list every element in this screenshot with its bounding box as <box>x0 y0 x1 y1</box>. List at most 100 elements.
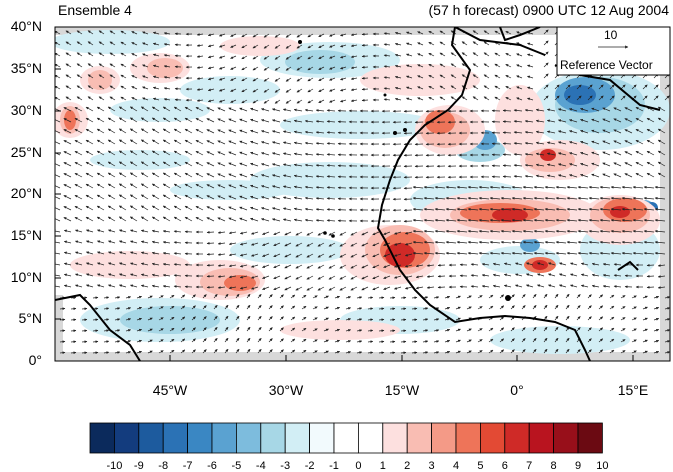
wind-vector <box>71 342 76 343</box>
lat-label: 30°N <box>0 102 42 118</box>
lon-label: 15°E <box>603 382 663 398</box>
wind-vector <box>401 320 406 321</box>
wind-vector <box>362 89 368 90</box>
wind-vector <box>362 34 368 35</box>
colorbar-swatch <box>432 423 456 453</box>
colorbar-label: -4 <box>249 460 273 472</box>
colorbar-label: -5 <box>224 460 248 472</box>
colorbar-swatch <box>139 423 163 453</box>
lon-label: 45°W <box>140 382 200 398</box>
plot-title-left: Ensemble 4 <box>58 2 132 18</box>
colorbar-swatch <box>114 423 138 453</box>
lon-label: 0° <box>487 382 547 398</box>
wind-vector <box>71 331 76 332</box>
lat-label: 25°N <box>0 144 42 160</box>
colorbar-label: -2 <box>298 460 322 472</box>
colorbar-label: -3 <box>273 460 297 472</box>
colorbar-swatch <box>456 423 480 453</box>
lat-label: 40°N <box>0 18 42 34</box>
colorbar-label: 3 <box>420 460 444 472</box>
colorbar-swatch <box>505 423 529 453</box>
lon-label: 15°W <box>372 382 432 398</box>
wind-vector <box>207 265 214 266</box>
wind-vector <box>401 342 406 343</box>
wind-vector <box>82 320 87 321</box>
colorbar <box>90 423 602 453</box>
colorbar-swatch <box>236 423 260 453</box>
wind-vector <box>82 309 87 310</box>
colorbar-label: 5 <box>468 460 492 472</box>
colorbar-swatch <box>188 423 212 453</box>
wind-vector <box>401 298 406 299</box>
colorbar-label: -1 <box>322 460 346 472</box>
wind-vector <box>362 78 368 79</box>
wind-vector <box>362 100 368 101</box>
wind-vector <box>362 56 368 57</box>
wind-vector <box>82 353 87 354</box>
wind-vector <box>647 265 654 266</box>
lat-label: 0° <box>0 352 42 368</box>
wind-vector <box>401 353 406 354</box>
colorbar-swatch <box>480 423 504 453</box>
colorbar-label: 2 <box>395 460 419 472</box>
colorbar-label: 8 <box>542 460 566 472</box>
reference-vector-label: Reference Vector <box>560 58 653 72</box>
colorbar-swatch <box>163 423 187 453</box>
wind-vector <box>207 276 214 277</box>
colorbar-label: -10 <box>102 460 126 472</box>
colorbar-label: 9 <box>566 460 590 472</box>
wind-vector <box>390 331 395 332</box>
lon-label: 30°W <box>256 382 316 398</box>
colorbar-label: 4 <box>444 460 468 472</box>
wind-vector <box>438 287 445 288</box>
colorbar-swatch <box>358 423 382 453</box>
wind-vector <box>207 254 214 255</box>
lat-label: 10°N <box>0 269 42 285</box>
wind-vector <box>390 298 395 299</box>
wind-vector <box>438 265 445 266</box>
reference-vector-magnitude: 10 <box>604 28 617 42</box>
wind-vector <box>390 309 395 310</box>
lat-label: 35°N <box>0 60 42 76</box>
colorbar-label: -6 <box>200 460 224 472</box>
colorbar-swatch <box>285 423 309 453</box>
colorbar-swatch <box>261 423 285 453</box>
wind-vector <box>362 67 368 68</box>
colorbar-label: 0 <box>346 460 370 472</box>
wind-vector <box>71 309 76 310</box>
colorbar-swatch <box>310 423 334 453</box>
colorbar-label: 7 <box>517 460 541 472</box>
colorbar-label: 1 <box>371 460 395 472</box>
wind-vector <box>71 320 76 321</box>
lat-label: 5°N <box>0 310 42 326</box>
wind-vector <box>390 342 395 343</box>
wind-vector <box>207 232 214 233</box>
colorbar-label: -8 <box>151 460 175 472</box>
colorbar-label: -7 <box>176 460 200 472</box>
wind-vector <box>362 45 368 46</box>
wind-vector <box>82 342 87 343</box>
colorbar-swatch <box>578 423 602 453</box>
colorbar-swatch <box>529 423 553 453</box>
plot-title-right: (57 h forecast) 0900 UTC 12 Aug 2004 <box>429 2 669 18</box>
wind-vector <box>390 320 395 321</box>
wind-vector <box>438 276 445 277</box>
colorbar-swatch <box>90 423 114 453</box>
colorbar-swatch <box>554 423 578 453</box>
wind-vector <box>647 276 654 277</box>
colorbar-label: 6 <box>493 460 517 472</box>
wind-vector <box>390 353 395 354</box>
wind-vector <box>207 287 214 288</box>
wind-vector <box>401 309 406 310</box>
colorbar-swatch <box>212 423 236 453</box>
wind-vector <box>647 287 654 288</box>
colorbar-swatch <box>407 423 431 453</box>
wind-vector <box>82 331 87 332</box>
colorbar-swatch <box>383 423 407 453</box>
lat-label: 15°N <box>0 227 42 243</box>
colorbar-swatch <box>334 423 358 453</box>
colorbar-label: 10 <box>590 460 614 472</box>
wind-vector <box>207 243 214 244</box>
wind-vector <box>401 331 406 332</box>
colorbar-label: -9 <box>127 460 151 472</box>
